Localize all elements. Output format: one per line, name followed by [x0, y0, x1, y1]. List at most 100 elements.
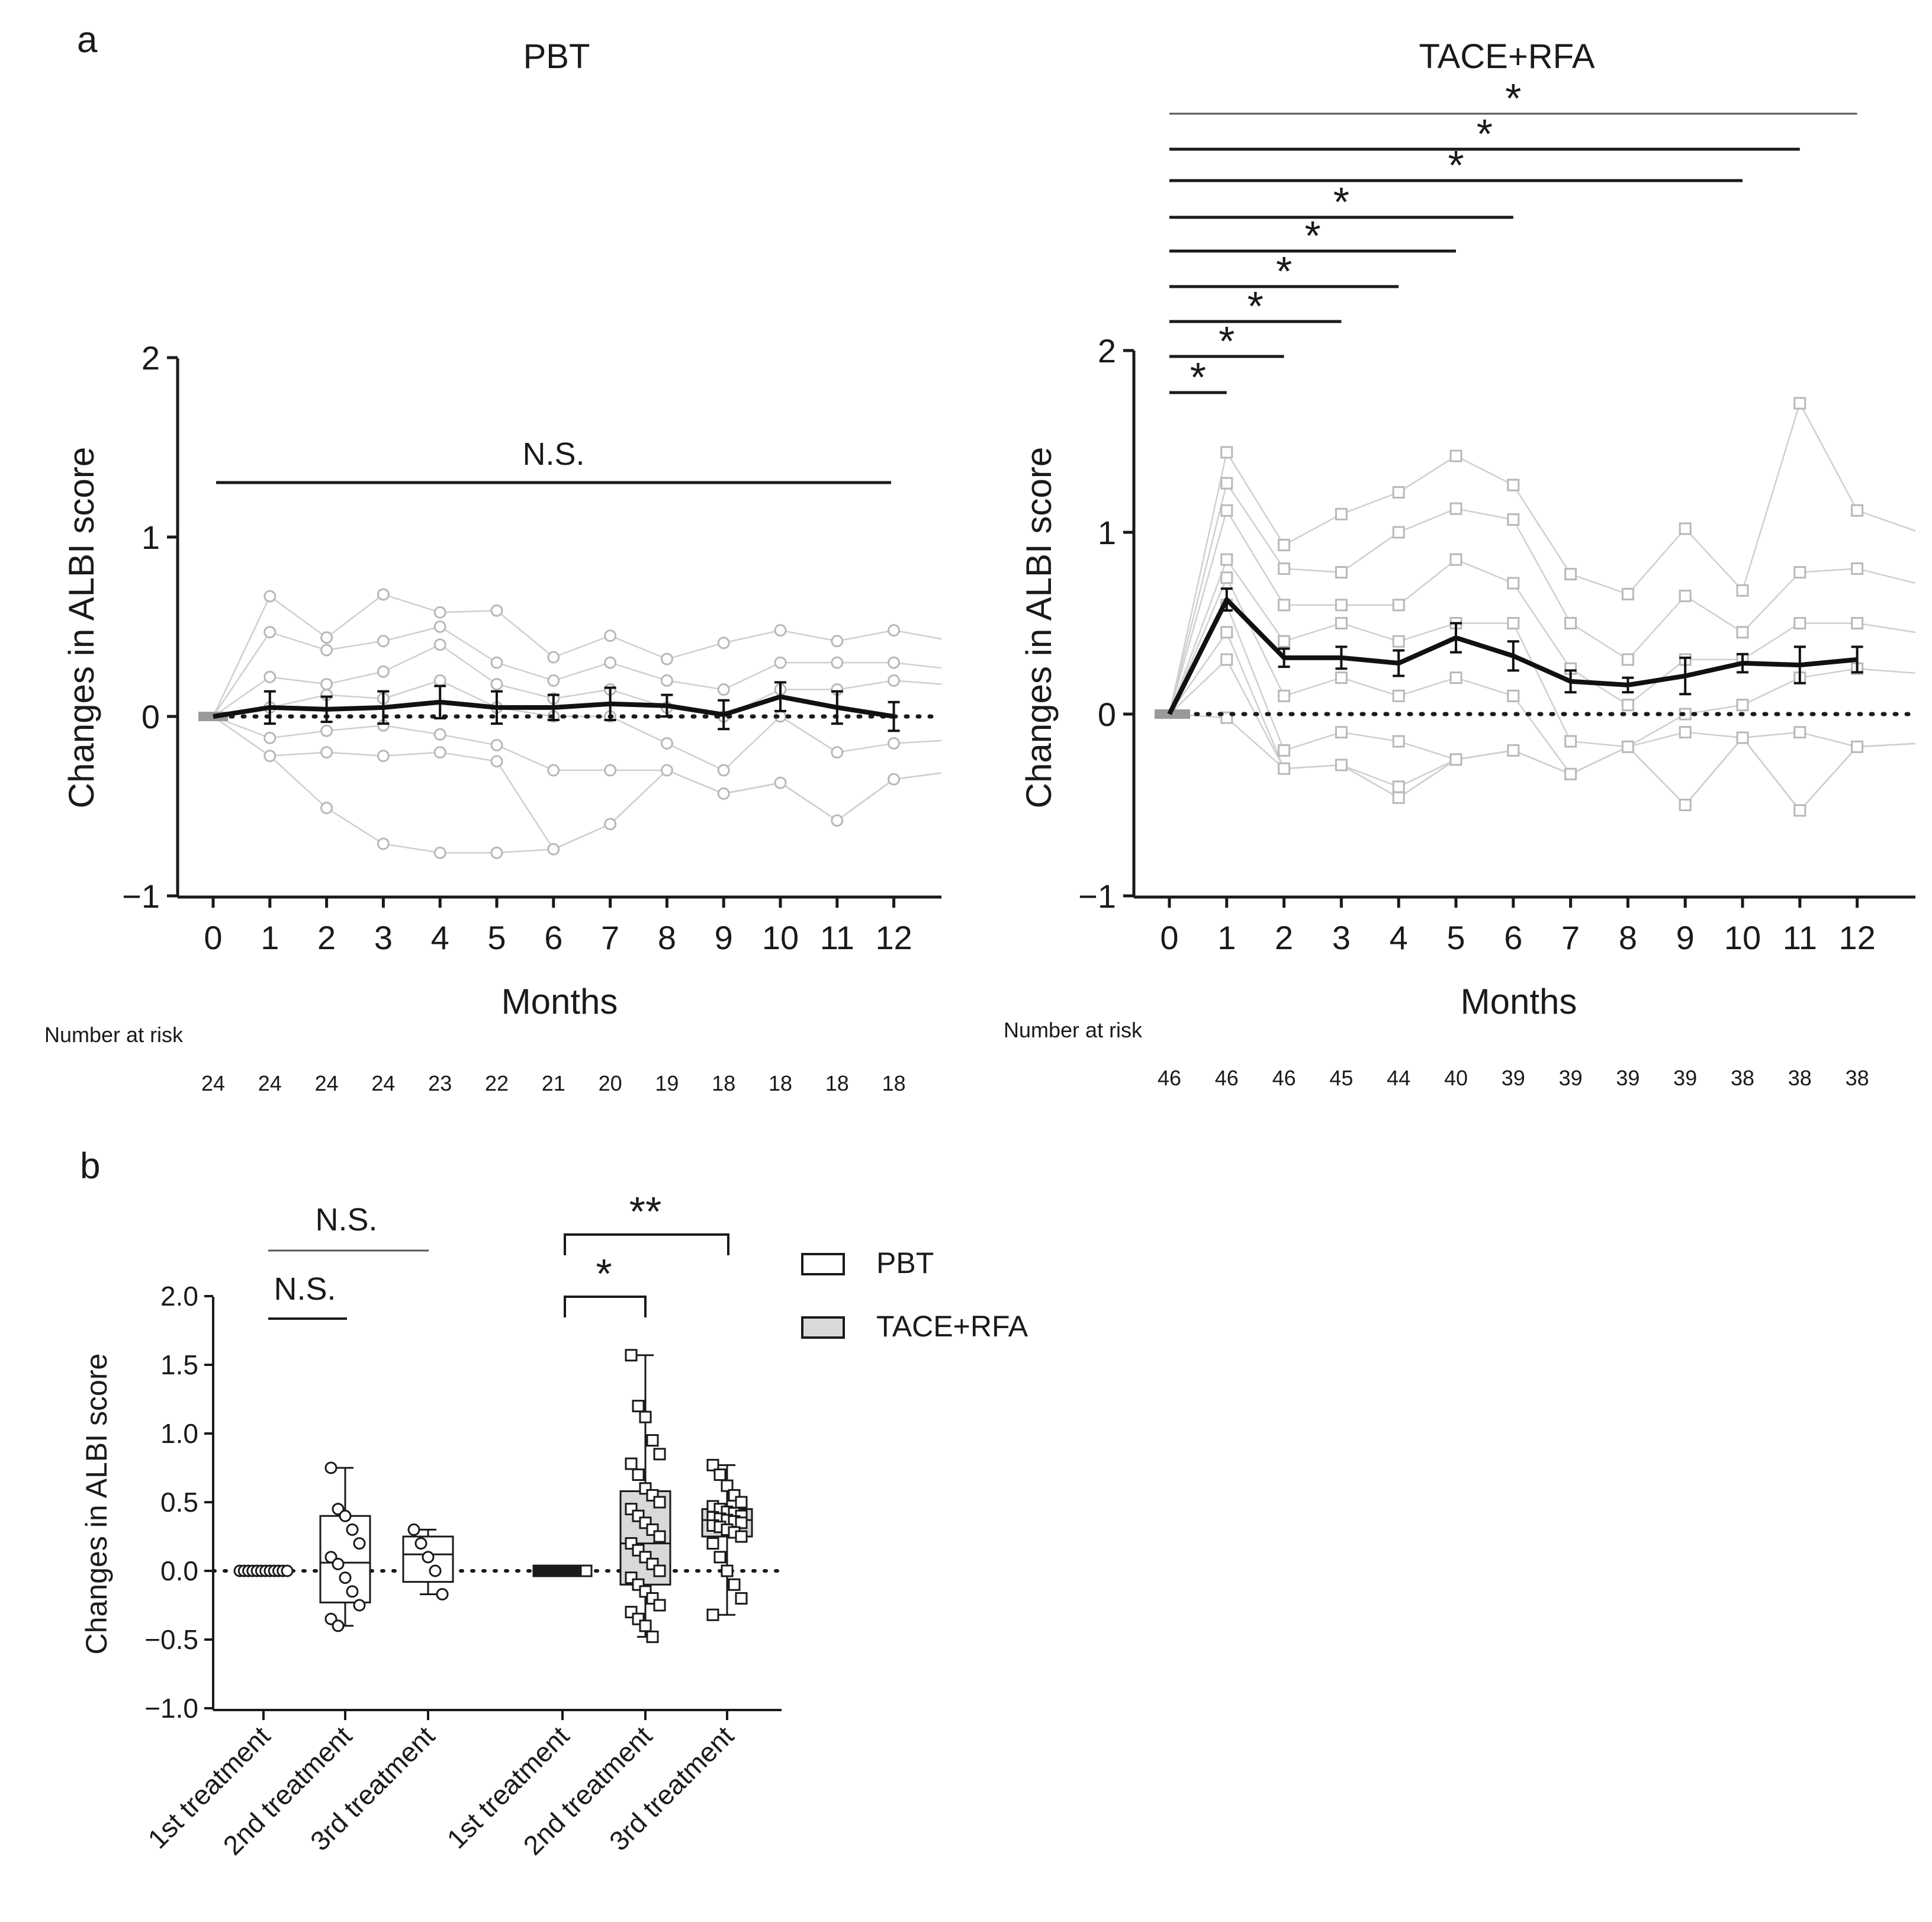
pbt-y-ticks: −1 0 1 2: [122, 339, 178, 915]
tace-point-marker: [1220, 477, 1233, 490]
pbt-number-at-risk-label: Number at risk: [44, 1023, 184, 1047]
tace-point-marker: [1335, 726, 1348, 739]
tace-point-marker: [1679, 589, 1692, 602]
legend-label: TACE+RFA: [876, 1310, 1028, 1343]
box-data-point: [735, 1592, 748, 1605]
pbt-point-marker: [831, 656, 844, 669]
tace-significance-star: *: [1477, 111, 1493, 157]
box-data-point: [332, 1619, 345, 1632]
box-data-point: [653, 1448, 666, 1461]
tace-xlabel: Months: [1461, 982, 1577, 1021]
pbt-number-at-risk-value: 24: [315, 1071, 339, 1095]
pbt-point-marker: [433, 674, 446, 687]
tace-point-marker: [1392, 635, 1405, 648]
pbt-x-tick-label: 10: [762, 919, 799, 956]
box-data-point: [713, 1551, 726, 1564]
pbt-number-at-risk-value: 18: [825, 1071, 849, 1095]
pbt-point-marker: [888, 674, 901, 687]
tace-point-marker: [1392, 526, 1405, 539]
tace-point-marker: [1220, 571, 1233, 584]
tace-x-tick-label: 7: [1561, 919, 1580, 956]
pbt-point-marker: [490, 755, 503, 768]
pbt-point-marker: [433, 621, 446, 633]
pbt-point-marker: [320, 746, 333, 759]
pbt-number-at-risk-row: 24 24 24 24 23 22 21 20 19 18 18 18 18: [201, 1071, 906, 1095]
box-data-point: [339, 1509, 352, 1522]
pbt-point-marker: [547, 651, 560, 664]
tace-point-marker: [1278, 562, 1291, 575]
tace-x-tick-label: 2: [1275, 919, 1293, 956]
pbt-trajectory-line: [213, 680, 942, 772]
pbt-point-marker: [433, 638, 446, 651]
box-y-tick-label: 1.0: [160, 1418, 198, 1449]
tace-point-marker: [1564, 767, 1577, 780]
pbt-point-marker: [377, 837, 390, 850]
tace-significance-star: *: [1505, 75, 1521, 121]
tace-point-marker: [1621, 740, 1634, 753]
tace-point-marker: [1278, 635, 1291, 648]
tace-trajectory-line: [1169, 713, 1916, 812]
pbt-point-marker: [831, 814, 844, 827]
pbt-x-tick-label: 2: [317, 919, 336, 956]
tace-x-tick-label: 12: [1838, 919, 1875, 956]
pbt-y-tick-label: −1: [122, 878, 160, 915]
pbt-x-tick-label: 9: [715, 919, 733, 956]
tace-x-tick-label: 1: [1217, 919, 1236, 956]
tace-number-at-risk-value: 44: [1387, 1066, 1410, 1090]
tace-point-marker: [1220, 553, 1233, 566]
tace-point-marker: [1793, 804, 1806, 817]
tace-point-marker: [1851, 740, 1864, 753]
box-data-point: [653, 1564, 666, 1577]
pbt-x-tick-label: 7: [601, 919, 619, 956]
tace-x-tick-label: 6: [1504, 919, 1522, 956]
pbt-point-marker: [660, 653, 673, 666]
pbt-x-tick-label: 1: [261, 919, 279, 956]
tace-y-tick-label: 0: [1098, 696, 1116, 733]
pbt-point-marker: [717, 637, 730, 650]
box-boxes: [233, 1349, 753, 1643]
pbt-x-tick-label: 4: [431, 919, 449, 956]
pbt-x-tick-label: 6: [544, 919, 562, 956]
tace-trajectory-line: [1168, 558, 1916, 748]
tace-significance-star: *: [1333, 179, 1349, 225]
tace-point-marker: [1736, 584, 1749, 597]
tace-point-marker: [1449, 753, 1462, 766]
pbt-point-marker: [320, 631, 333, 644]
tace-point-marker: [1335, 507, 1348, 520]
pbt-point-marker: [320, 802, 333, 815]
tace-point-marker: [1220, 711, 1233, 724]
pbt-point-marker: [490, 738, 503, 751]
tace-point-marker: [1335, 617, 1348, 629]
pbt-point-marker: [263, 626, 277, 639]
pbt-point-marker: [433, 746, 446, 759]
tace-point-marker: [1278, 762, 1291, 775]
tace-significance-star: *: [1190, 354, 1206, 400]
pbt-point-marker: [660, 764, 673, 777]
tace-point-marker: [1507, 689, 1520, 702]
tace-point-marker: [1793, 397, 1806, 410]
pbt-individual-trajectories: [212, 593, 942, 854]
tace-point-marker: [1392, 735, 1405, 748]
box-data-point: [353, 1599, 366, 1612]
tace-x-tick-label: 3: [1332, 919, 1351, 956]
box-data-point: [713, 1468, 726, 1481]
pbt-point-marker: [377, 588, 390, 601]
tace-point-marker: [1679, 522, 1692, 535]
pbt-number-at-risk-value: 18: [882, 1071, 906, 1095]
pbt-number-at-risk-value: 24: [201, 1071, 225, 1095]
tace-number-at-risk-value: 45: [1329, 1066, 1353, 1090]
tace-point-marker: [1335, 758, 1348, 772]
tace-number-at-risk-value: 39: [1616, 1066, 1640, 1090]
pbt-y-tick-label: 1: [142, 519, 160, 556]
pbt-point-marker: [377, 635, 390, 648]
tace-y-ticks: −1 0 1 2: [1078, 332, 1134, 915]
tace-point-marker: [1736, 699, 1749, 712]
panel-b-label: b: [80, 1146, 100, 1187]
box-data-point: [721, 1479, 734, 1492]
tace-significance-star: *: [1219, 318, 1235, 364]
tace-x-tick-label: 8: [1619, 919, 1637, 956]
box-y-tick-label: 2.0: [160, 1281, 198, 1312]
pbt-point-marker: [320, 677, 333, 690]
